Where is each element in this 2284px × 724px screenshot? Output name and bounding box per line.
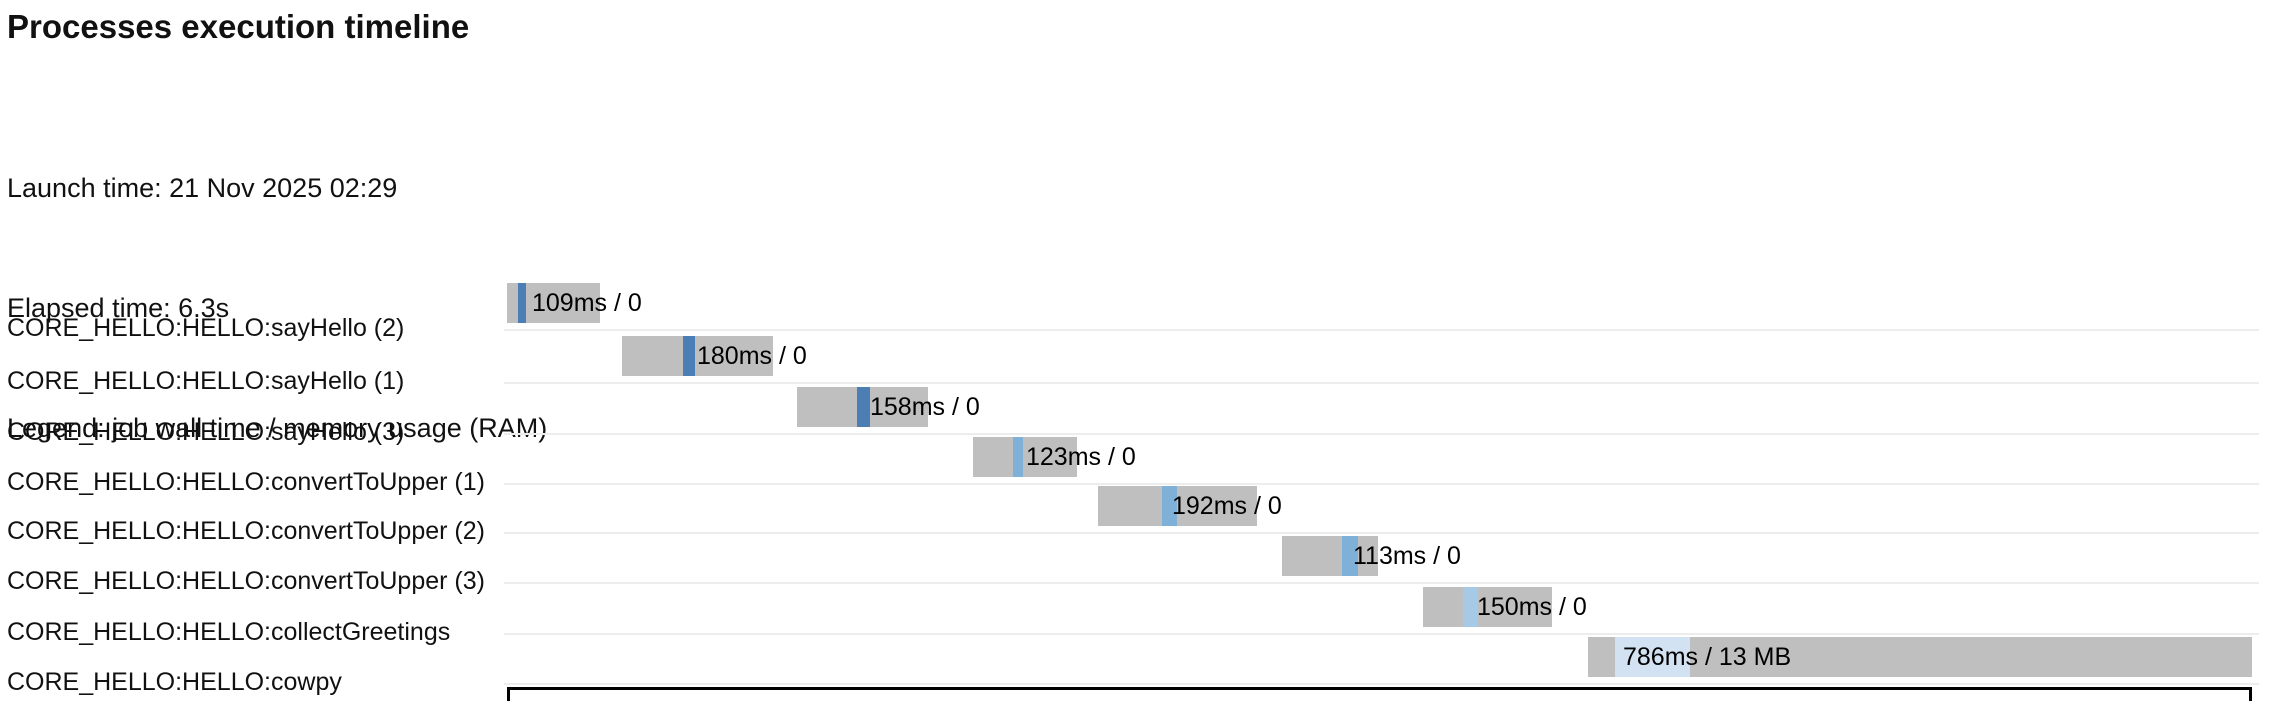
page-title: Processes execution timeline: [7, 8, 470, 45]
x-axis-tick-left: [507, 687, 510, 701]
process-label: CORE_HELLO:HELLO:sayHello (1): [7, 367, 405, 395]
x-axis-tick-right: [2249, 687, 2252, 701]
row-separator: [504, 532, 2259, 534]
process-label: CORE_HELLO:HELLO:sayHello (3): [7, 418, 405, 446]
task-bar[interactable]: [507, 283, 600, 323]
task-value-label: 113ms / 0: [1353, 542, 1461, 570]
task-bar[interactable]: [973, 437, 1077, 477]
legend-text: Legend: job wall time / memory usage (RA…: [7, 413, 548, 443]
task-value-label: 192ms / 0: [1172, 492, 1282, 520]
task-run-segment: [857, 387, 870, 427]
row-separator: [504, 329, 2259, 331]
row-separator: [504, 483, 2259, 485]
task-bar[interactable]: [1588, 637, 2252, 677]
task-bar[interactable]: [622, 336, 773, 376]
task-value-label: 109ms / 0: [532, 289, 642, 317]
task-run-segment: [1013, 437, 1023, 477]
task-value-label: 123ms / 0: [1026, 443, 1136, 471]
task-value-label: 786ms / 13 MB: [1623, 643, 1792, 671]
task-bar[interactable]: [1098, 486, 1257, 526]
task-run-segment: [1463, 587, 1478, 627]
report-meta: Launch time: 21 Nov 2025 02:29 Elapsed t…: [7, 88, 547, 528]
process-label: CORE_HELLO:HELLO:convertToUpper (3): [7, 567, 485, 595]
task-run-segment: [683, 336, 695, 376]
launch-time-text: Launch time: 21 Nov 2025 02:29: [7, 173, 398, 203]
process-label: CORE_HELLO:HELLO:collectGreetings: [7, 618, 451, 646]
task-run-segment: [1162, 486, 1177, 526]
task-run-segment: [1615, 637, 1690, 677]
row-separator: [504, 433, 2259, 435]
process-label: CORE_HELLO:HELLO:convertToUpper (2): [7, 517, 485, 545]
task-bar[interactable]: [1423, 587, 1552, 627]
task-value-label: 150ms / 0: [1477, 593, 1587, 621]
x-axis-line: [507, 687, 2252, 690]
process-label: CORE_HELLO:HELLO:convertToUpper (1): [7, 468, 485, 496]
task-run-segment: [518, 283, 526, 323]
task-bar[interactable]: [1282, 536, 1378, 576]
row-separator: [504, 683, 2259, 685]
row-separator: [504, 382, 2259, 384]
process-label: CORE_HELLO:HELLO:cowpy: [7, 668, 342, 696]
task-value-label: 158ms / 0: [870, 393, 980, 421]
row-separator: [504, 582, 2259, 584]
task-bar[interactable]: [797, 387, 928, 427]
task-run-segment: [1342, 536, 1358, 576]
process-label: CORE_HELLO:HELLO:sayHello (2): [7, 314, 405, 342]
elapsed-time-text: Elapsed time: 6.3s: [7, 293, 230, 323]
task-value-label: 180ms / 0: [697, 342, 807, 370]
row-separator: [504, 633, 2259, 635]
